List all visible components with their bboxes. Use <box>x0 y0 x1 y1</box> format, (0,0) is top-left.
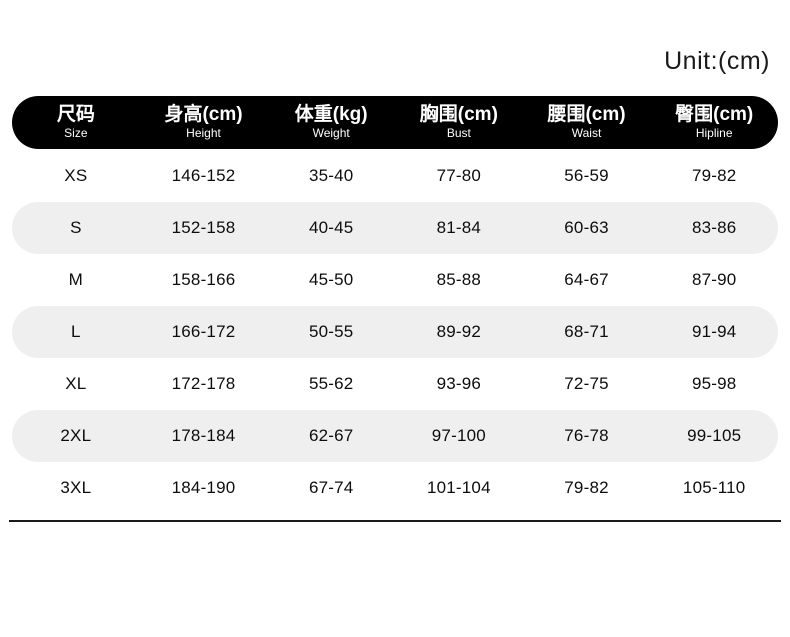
table-cell: 172-178 <box>171 374 236 393</box>
table-row-s: S 152-158 40-45 81-84 60-63 83-86 <box>12 202 778 254</box>
table-cell: 97-100 <box>431 426 486 445</box>
header-cell-hipline: 臀围(cm) Hipline <box>650 104 778 141</box>
size-cell: M <box>68 270 84 289</box>
table-cell: 79-82 <box>564 478 609 497</box>
size-cell: L <box>71 322 81 341</box>
size-chart-page: Unit:(cm) 尺码 Size 身高(cm) Height 体重(kg) Weight… <box>0 45 790 637</box>
table-cell: 76-78 <box>564 426 609 445</box>
table-cell: 101-104 <box>426 478 491 497</box>
header-label-en: Height <box>186 126 221 140</box>
size-cell: XS <box>64 166 88 185</box>
table-cell: 55-62 <box>308 374 354 393</box>
table-cell: 67-74 <box>308 478 354 497</box>
header-label-en: Bust <box>446 126 471 140</box>
table-cell: 62-67 <box>308 426 354 445</box>
header-cell-size: 尺码 Size <box>12 104 140 141</box>
size-cell: 2XL <box>60 426 92 445</box>
size-cell: S <box>70 218 82 237</box>
header-label-zh: 胸围(cm) <box>419 104 498 125</box>
table-cell: 50-55 <box>308 322 354 341</box>
header-label-en: Size <box>64 126 88 140</box>
table-cell: 87-90 <box>691 270 737 289</box>
header-label-en: Hipline <box>695 126 733 140</box>
table-cell: 45-50 <box>308 270 354 289</box>
table-cell: 166-172 <box>171 322 236 341</box>
table-cell: 184-190 <box>171 478 236 497</box>
bottom-divider <box>9 520 781 522</box>
unit-label: Unit:(cm) <box>664 47 770 75</box>
header-label-zh: 臀围(cm) <box>675 104 754 125</box>
table-cell: 85-88 <box>436 270 482 289</box>
table-cell: 72-75 <box>564 374 609 393</box>
table-cell: 95-98 <box>691 374 737 393</box>
table-row-3xl: 3XL 184-190 67-74 101-104 79-82 105-110 <box>12 462 778 514</box>
table-cell: 68-71 <box>564 322 609 341</box>
size-table: 尺码 Size 身高(cm) Height 体重(kg) Weight 胸围(cm) Bust… <box>12 96 778 514</box>
header-label-zh: 身高(cm) <box>164 104 243 125</box>
header-label-zh: 尺码 <box>56 104 95 125</box>
table-row-m: M 158-166 45-50 85-88 64-67 87-90 <box>12 254 778 306</box>
table-cell: 93-96 <box>436 374 482 393</box>
header-cell-bust: 胸围(cm) Bust <box>395 104 523 141</box>
table-row-2xl: 2XL 178-184 62-67 97-100 76-78 99-105 <box>12 410 778 462</box>
header-label-zh: 体重(kg) <box>294 104 368 125</box>
header-label-en: Waist <box>571 126 602 140</box>
table-cell: 81-84 <box>436 218 482 237</box>
table-cell: 40-45 <box>308 218 354 237</box>
table-header: 尺码 Size 身高(cm) Height 体重(kg) Weight 胸围(cm) Bust… <box>12 96 778 149</box>
table-cell: 91-94 <box>691 322 737 341</box>
table-row-l: L 166-172 50-55 89-92 68-71 91-94 <box>12 306 778 358</box>
table-cell: 89-92 <box>436 322 482 341</box>
header-cell-weight: 体重(kg) Weight <box>267 104 395 141</box>
table-cell: 178-184 <box>171 426 236 445</box>
table-cell: 105-110 <box>682 478 746 497</box>
table-cell: 146-152 <box>171 166 236 185</box>
table-cell: 35-40 <box>308 166 354 185</box>
table-cell: 79-82 <box>691 166 737 185</box>
header-cell-height: 身高(cm) Height <box>140 104 268 141</box>
size-cell: 3XL <box>60 478 92 497</box>
header-cell-waist: 腰围(cm) Waist <box>523 104 651 141</box>
table-cell: 56-59 <box>564 166 609 185</box>
table-cell: 99-105 <box>687 426 742 445</box>
table-cell: 64-67 <box>564 270 609 289</box>
table-cell: 152-158 <box>171 218 236 237</box>
table-row-xl: XL 172-178 55-62 93-96 72-75 95-98 <box>12 358 778 410</box>
table-cell: 77-80 <box>436 166 482 185</box>
table-cell: 158-166 <box>171 270 236 289</box>
header-label-en: Weight <box>312 126 350 140</box>
table-body: XS 146-152 35-40 77-80 56-59 79-82 S 152-158 40-… <box>12 150 778 514</box>
size-cell: XL <box>65 374 87 393</box>
header-label-zh: 腰围(cm) <box>547 104 626 125</box>
table-cell: 83-86 <box>691 218 737 237</box>
table-cell: 60-63 <box>564 218 609 237</box>
table-row-xs: XS 146-152 35-40 77-80 56-59 79-82 <box>12 150 778 202</box>
